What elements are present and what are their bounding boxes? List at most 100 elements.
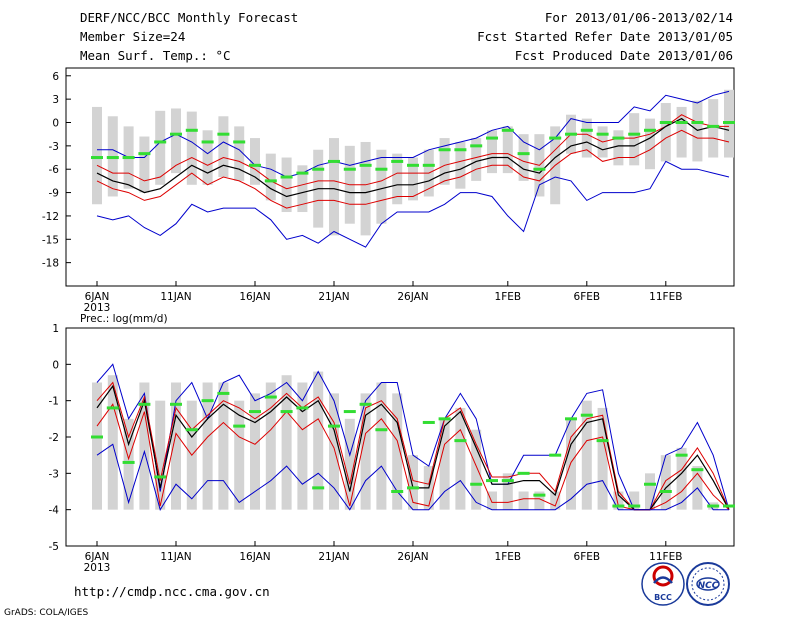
observed-marker — [375, 167, 388, 171]
observed-marker — [470, 144, 483, 148]
observed-marker — [343, 167, 356, 171]
observed-marker — [454, 148, 467, 152]
spread-box — [660, 455, 671, 510]
spread-box — [597, 407, 608, 510]
spread-box — [471, 429, 482, 510]
observed-marker — [422, 420, 435, 424]
spread-box — [613, 130, 624, 166]
observed-marker — [470, 482, 483, 486]
observed-marker — [565, 417, 577, 421]
observed-marker — [486, 479, 498, 483]
ncc-logo: NCC — [686, 562, 730, 606]
observed-marker — [517, 471, 530, 475]
observed-marker — [549, 136, 562, 140]
observed-marker — [723, 504, 735, 508]
observed-marker — [359, 163, 372, 167]
x-tick-year: 2013 — [84, 302, 111, 314]
observed-marker — [596, 132, 609, 136]
observed-marker — [312, 167, 325, 171]
spread-box — [234, 400, 245, 510]
spread-box — [202, 130, 213, 185]
spread-box — [202, 382, 213, 510]
ncc-logo-text: NCC — [698, 581, 719, 591]
forecast-started: Fcst Started Refer Date 2013/01/05 — [477, 29, 733, 44]
temp-panel-frame — [65, 67, 735, 287]
observed-marker — [580, 128, 593, 132]
observed-marker — [328, 424, 340, 428]
spread-box — [250, 138, 260, 185]
spread-box — [123, 418, 134, 510]
spread-box — [329, 393, 339, 510]
bcc-logo: BCC — [641, 562, 685, 606]
observed-marker — [675, 121, 688, 124]
series-ensemble_max — [97, 90, 730, 178]
observed-marker — [154, 140, 167, 144]
spread-box — [581, 400, 592, 510]
x-tick-label: 6JAN — [85, 551, 110, 563]
y-tick-label: -5 — [49, 541, 59, 553]
spread-box — [92, 382, 102, 510]
spread-box — [502, 473, 513, 510]
y-tick-label: -2 — [49, 432, 59, 444]
observed-marker — [138, 152, 151, 156]
spread-box — [518, 134, 529, 181]
x-tick-label: 26JAN — [397, 291, 428, 303]
observed-marker — [454, 439, 467, 443]
observed-marker — [438, 417, 451, 421]
x-tick-label: 6JAN — [85, 291, 110, 303]
spread-box — [660, 103, 671, 162]
x-tick-label: 6FEB — [574, 291, 601, 303]
x-tick-label: 6FEB — [574, 551, 601, 563]
observed-marker — [596, 439, 609, 443]
observed-marker — [501, 128, 514, 132]
chart-title: DERF/NCC/BCC Monthly Forecast — [80, 10, 298, 25]
observed-marker — [407, 486, 419, 490]
spread-box — [360, 393, 371, 510]
spread-box — [392, 393, 403, 510]
observed-marker — [517, 152, 530, 156]
observed-marker — [644, 482, 656, 486]
spread-box — [629, 491, 640, 510]
observed-marker — [264, 395, 277, 399]
observed-marker — [280, 410, 293, 414]
spread-box — [265, 153, 276, 201]
spread-box — [629, 113, 640, 166]
observed-marker — [723, 121, 735, 124]
spread-box — [171, 382, 181, 510]
observed-marker — [296, 406, 309, 410]
observed-marker — [217, 391, 230, 395]
y-tick-label: 0 — [52, 359, 59, 371]
observed-marker — [249, 410, 261, 414]
spread-box — [155, 400, 166, 510]
observed-marker — [628, 132, 641, 136]
observed-marker — [659, 490, 672, 493]
observed-marker — [122, 156, 135, 160]
spread-box — [171, 108, 181, 174]
y-tick-label: -6 — [49, 164, 60, 176]
bcc-logo-text: BCC — [654, 593, 672, 602]
observed-marker — [375, 428, 388, 432]
observed-marker — [691, 468, 704, 472]
spread-box — [218, 116, 229, 177]
x-tick-label: 11JAN — [160, 291, 191, 303]
spread-box — [518, 491, 529, 510]
observed-marker — [328, 159, 340, 163]
spread-box — [676, 106, 687, 158]
observed-marker — [170, 402, 182, 406]
forecast-period: For 2013/01/06-2013/02/14 — [545, 10, 733, 25]
observed-marker — [106, 406, 119, 410]
spread-box — [376, 149, 387, 224]
observed-marker — [533, 167, 546, 171]
y-tick-label: 0 — [52, 118, 59, 130]
spread-box — [281, 157, 292, 213]
source-url[interactable]: http://cmdp.ncc.cma.gov.cn — [74, 584, 270, 599]
x-tick-label: 1FEB — [495, 551, 522, 563]
observed-marker — [549, 453, 562, 457]
observed-marker — [659, 121, 672, 124]
y-tick-label: -3 — [49, 141, 59, 153]
y-tick-label: 3 — [52, 94, 59, 106]
spread-box — [92, 106, 102, 205]
spread-box — [645, 118, 655, 170]
spread-box — [566, 418, 576, 510]
